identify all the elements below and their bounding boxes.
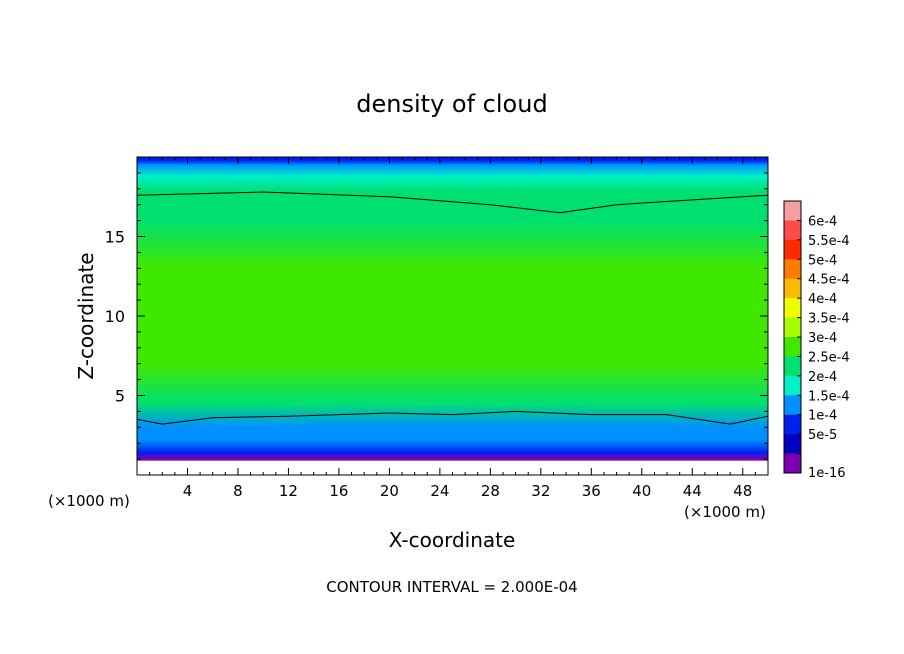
x-tick-label: 40 [632,482,651,500]
colorbar-label: 5.5e-4 [808,234,850,249]
colorbar-label: 5e-4 [808,253,837,268]
x-axis-label: X-coordinate [389,528,516,552]
x-tick-label: 16 [329,482,348,500]
x-tick-label: 28 [481,482,500,500]
chart-title: density of cloud [356,90,547,118]
x-axis: 4 8 12 16 20 24 28 32 36 40 44 48 [149,157,756,500]
colorbar-swatch [784,356,801,377]
colorbar-swatch [784,278,801,299]
x-tick-label: 24 [430,482,449,500]
contour-line-upper [137,191,768,214]
colorbar-swatch [784,453,801,474]
y-axis: 5 10 15 [105,172,768,460]
colorbar-swatch [784,220,801,241]
y-axis-label: Z-coordinate [74,252,98,379]
colorbar: 6e-4 5.5e-4 5e-4 4.5e-4 4e-4 3.5e-4 3e-4 2.5e-4… [783,200,850,481]
x-tick-label: 32 [531,482,550,500]
colorbar-swatch [784,317,801,338]
colorbar-label: 1e-4 [808,409,837,424]
y-tick-label: 10 [105,307,125,326]
contour-interval-note: CONTOUR INTERVAL = 2.000E-04 [326,578,577,596]
colorbar-label: 3e-4 [808,331,837,346]
y-tick-label: 15 [105,228,125,247]
x-tick-label: 48 [733,482,752,500]
colorbar-label: 2.5e-4 [808,350,850,365]
surface-layer [137,460,768,475]
plot-area [137,157,768,475]
x-tick-label: 4 [183,482,193,500]
x-unit-left: (×1000 m) [48,492,130,510]
colorbar-label: 3.5e-4 [808,312,850,327]
colorbar-label: 6e-4 [808,214,837,229]
colorbar-swatch [784,375,801,396]
colorbar-label: 4e-4 [808,292,837,307]
colorbar-label: 1e-16 [808,466,846,481]
density-field [137,157,768,475]
x-tick-label: 44 [683,482,702,500]
y-tick-label: 5 [115,387,125,406]
colorbar-label: 1.5e-4 [808,389,850,404]
colorbar-label: 2e-4 [808,370,837,385]
x-unit-right: (×1000 m) [684,503,766,521]
colorbar-swatch [784,201,801,221]
colorbar-swatch [784,414,801,435]
x-tick-label: 8 [233,482,243,500]
x-tick-label: 12 [279,482,298,500]
colorbar-label: 5e-5 [808,428,837,443]
colorbar-label: 4.5e-4 [808,273,850,288]
colorbar-swatch [784,259,801,280]
x-tick-label: 36 [582,482,601,500]
colorbar-swatch [784,337,801,357]
colorbar-swatch [784,298,801,318]
colorbar-swatch [784,239,801,260]
contour-line-lower [137,410,768,425]
colorbar-swatch [784,395,801,416]
x-tick-label: 20 [380,482,399,500]
colorbar-swatch [784,434,801,454]
ground-band [137,460,768,475]
